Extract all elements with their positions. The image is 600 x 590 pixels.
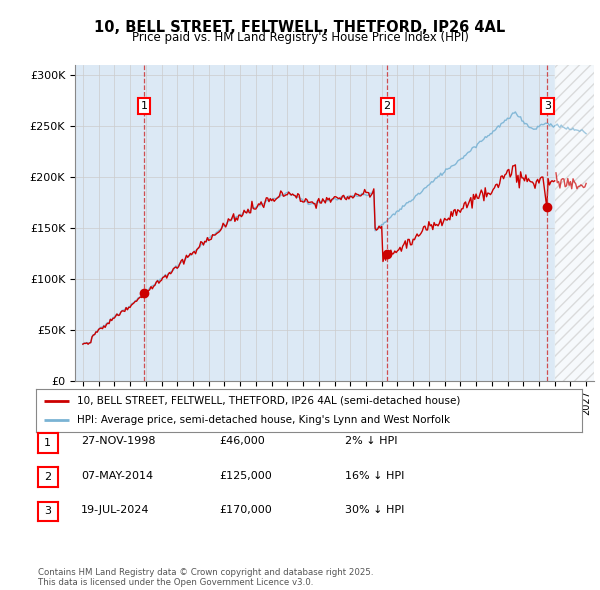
Text: 3: 3 [44, 506, 51, 516]
Text: 27-NOV-1998: 27-NOV-1998 [81, 437, 155, 446]
Text: 2: 2 [44, 472, 51, 482]
Bar [554, 65, 594, 381]
Text: 30% ↓ HPI: 30% ↓ HPI [345, 505, 404, 514]
Bar [554, 65, 594, 381]
Text: 07-MAY-2014: 07-MAY-2014 [81, 471, 153, 480]
Text: 2: 2 [383, 101, 391, 111]
Text: Price paid vs. HM Land Registry's House Price Index (HPI): Price paid vs. HM Land Registry's House … [131, 31, 469, 44]
Text: £46,000: £46,000 [219, 437, 265, 446]
Text: 10, BELL STREET, FELTWELL, THETFORD, IP26 4AL (semi-detached house): 10, BELL STREET, FELTWELL, THETFORD, IP2… [77, 396, 460, 406]
Text: HPI: Average price, semi-detached house, King's Lynn and West Norfolk: HPI: Average price, semi-detached house,… [77, 415, 450, 425]
Text: 1: 1 [141, 101, 148, 111]
Text: £125,000: £125,000 [219, 471, 272, 480]
Text: 2% ↓ HPI: 2% ↓ HPI [345, 437, 398, 446]
Text: Contains HM Land Registry data © Crown copyright and database right 2025.
This d: Contains HM Land Registry data © Crown c… [38, 568, 373, 587]
Text: 16% ↓ HPI: 16% ↓ HPI [345, 471, 404, 480]
Text: £170,000: £170,000 [219, 505, 272, 514]
Text: 10, BELL STREET, FELTWELL, THETFORD, IP26 4AL: 10, BELL STREET, FELTWELL, THETFORD, IP2… [94, 20, 506, 35]
Bar [554, 65, 594, 381]
Text: 3: 3 [544, 101, 551, 111]
Text: 19-JUL-2024: 19-JUL-2024 [81, 505, 149, 514]
Text: 1: 1 [44, 438, 51, 448]
